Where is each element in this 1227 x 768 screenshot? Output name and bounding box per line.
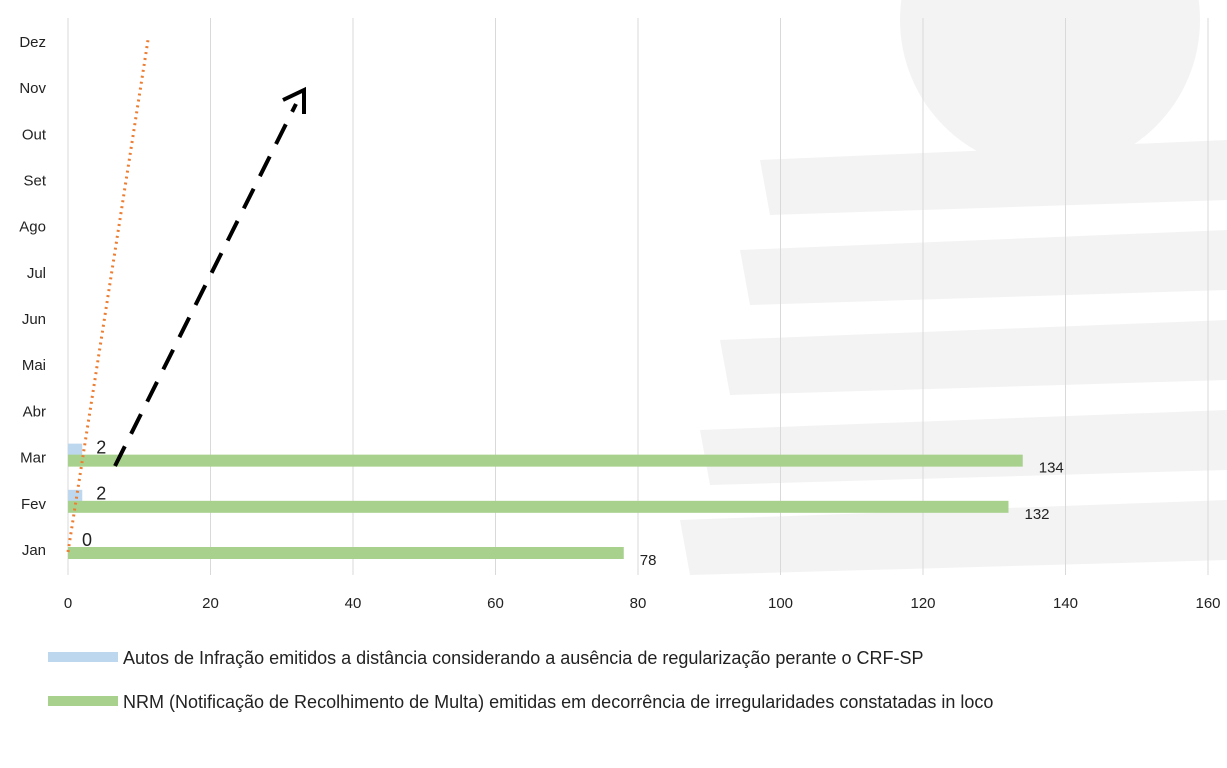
trend-line <box>66 39 150 553</box>
y-tick-label: Abr <box>23 403 46 420</box>
legend-label: NRM (Notificação de Recolhimento de Mult… <box>123 692 994 712</box>
data-label: 2 <box>96 484 106 504</box>
data-label: 78 <box>640 552 657 569</box>
watermark <box>680 0 1227 575</box>
y-tick-label: Fev <box>21 496 47 513</box>
x-tick-label: 0 <box>64 595 72 612</box>
x-tick-label: 60 <box>487 595 504 612</box>
y-tick-label: Dez <box>19 34 46 51</box>
x-tick-label: 120 <box>910 595 935 612</box>
x-tick-label: 140 <box>1053 595 1078 612</box>
legend-label: Autos de Infração emitidos a distância c… <box>123 648 924 668</box>
legend-swatch <box>48 696 118 706</box>
grid: 0 20 40 60 80 100 120 140 160JanFevMarAbrMaiJunJ… <box>19 18 1221 612</box>
y-tick-label: Jun <box>22 311 46 328</box>
arrow <box>113 103 298 467</box>
bar <box>68 500 1009 513</box>
x-tick-label: 20 <box>202 595 219 612</box>
arrow-head <box>282 86 306 114</box>
bar <box>68 547 624 559</box>
bar <box>68 443 83 456</box>
y-tick-label: Out <box>22 126 47 143</box>
data-label: 0 <box>82 530 92 550</box>
x-tick-label: 40 <box>345 595 362 612</box>
legend-swatch <box>48 652 118 662</box>
marks: 0 2 2 78 132 134 <box>68 437 1064 569</box>
y-tick-label: Nov <box>19 80 46 97</box>
data-label: 2 <box>96 437 106 457</box>
y-tick-label: Mar <box>20 450 46 467</box>
legend-item: Autos de Infração emitidos a distância c… <box>48 646 1118 671</box>
bar <box>68 454 1023 467</box>
y-tick-label: Mai <box>22 357 46 374</box>
y-tick-label: Set <box>23 173 46 190</box>
legend-item: NRM (Notificação de Recolhimento de Mult… <box>48 690 1118 715</box>
data-label: 134 <box>1039 460 1064 477</box>
y-tick-label: Jan <box>22 542 46 559</box>
x-tick-label: 160 <box>1195 595 1220 612</box>
x-tick-label: 80 <box>630 595 647 612</box>
x-tick-label: 100 <box>768 595 793 612</box>
bar <box>68 489 83 502</box>
data-label: 132 <box>1025 506 1050 523</box>
y-tick-label: Jul <box>27 265 46 282</box>
y-tick-label: Ago <box>19 219 46 236</box>
